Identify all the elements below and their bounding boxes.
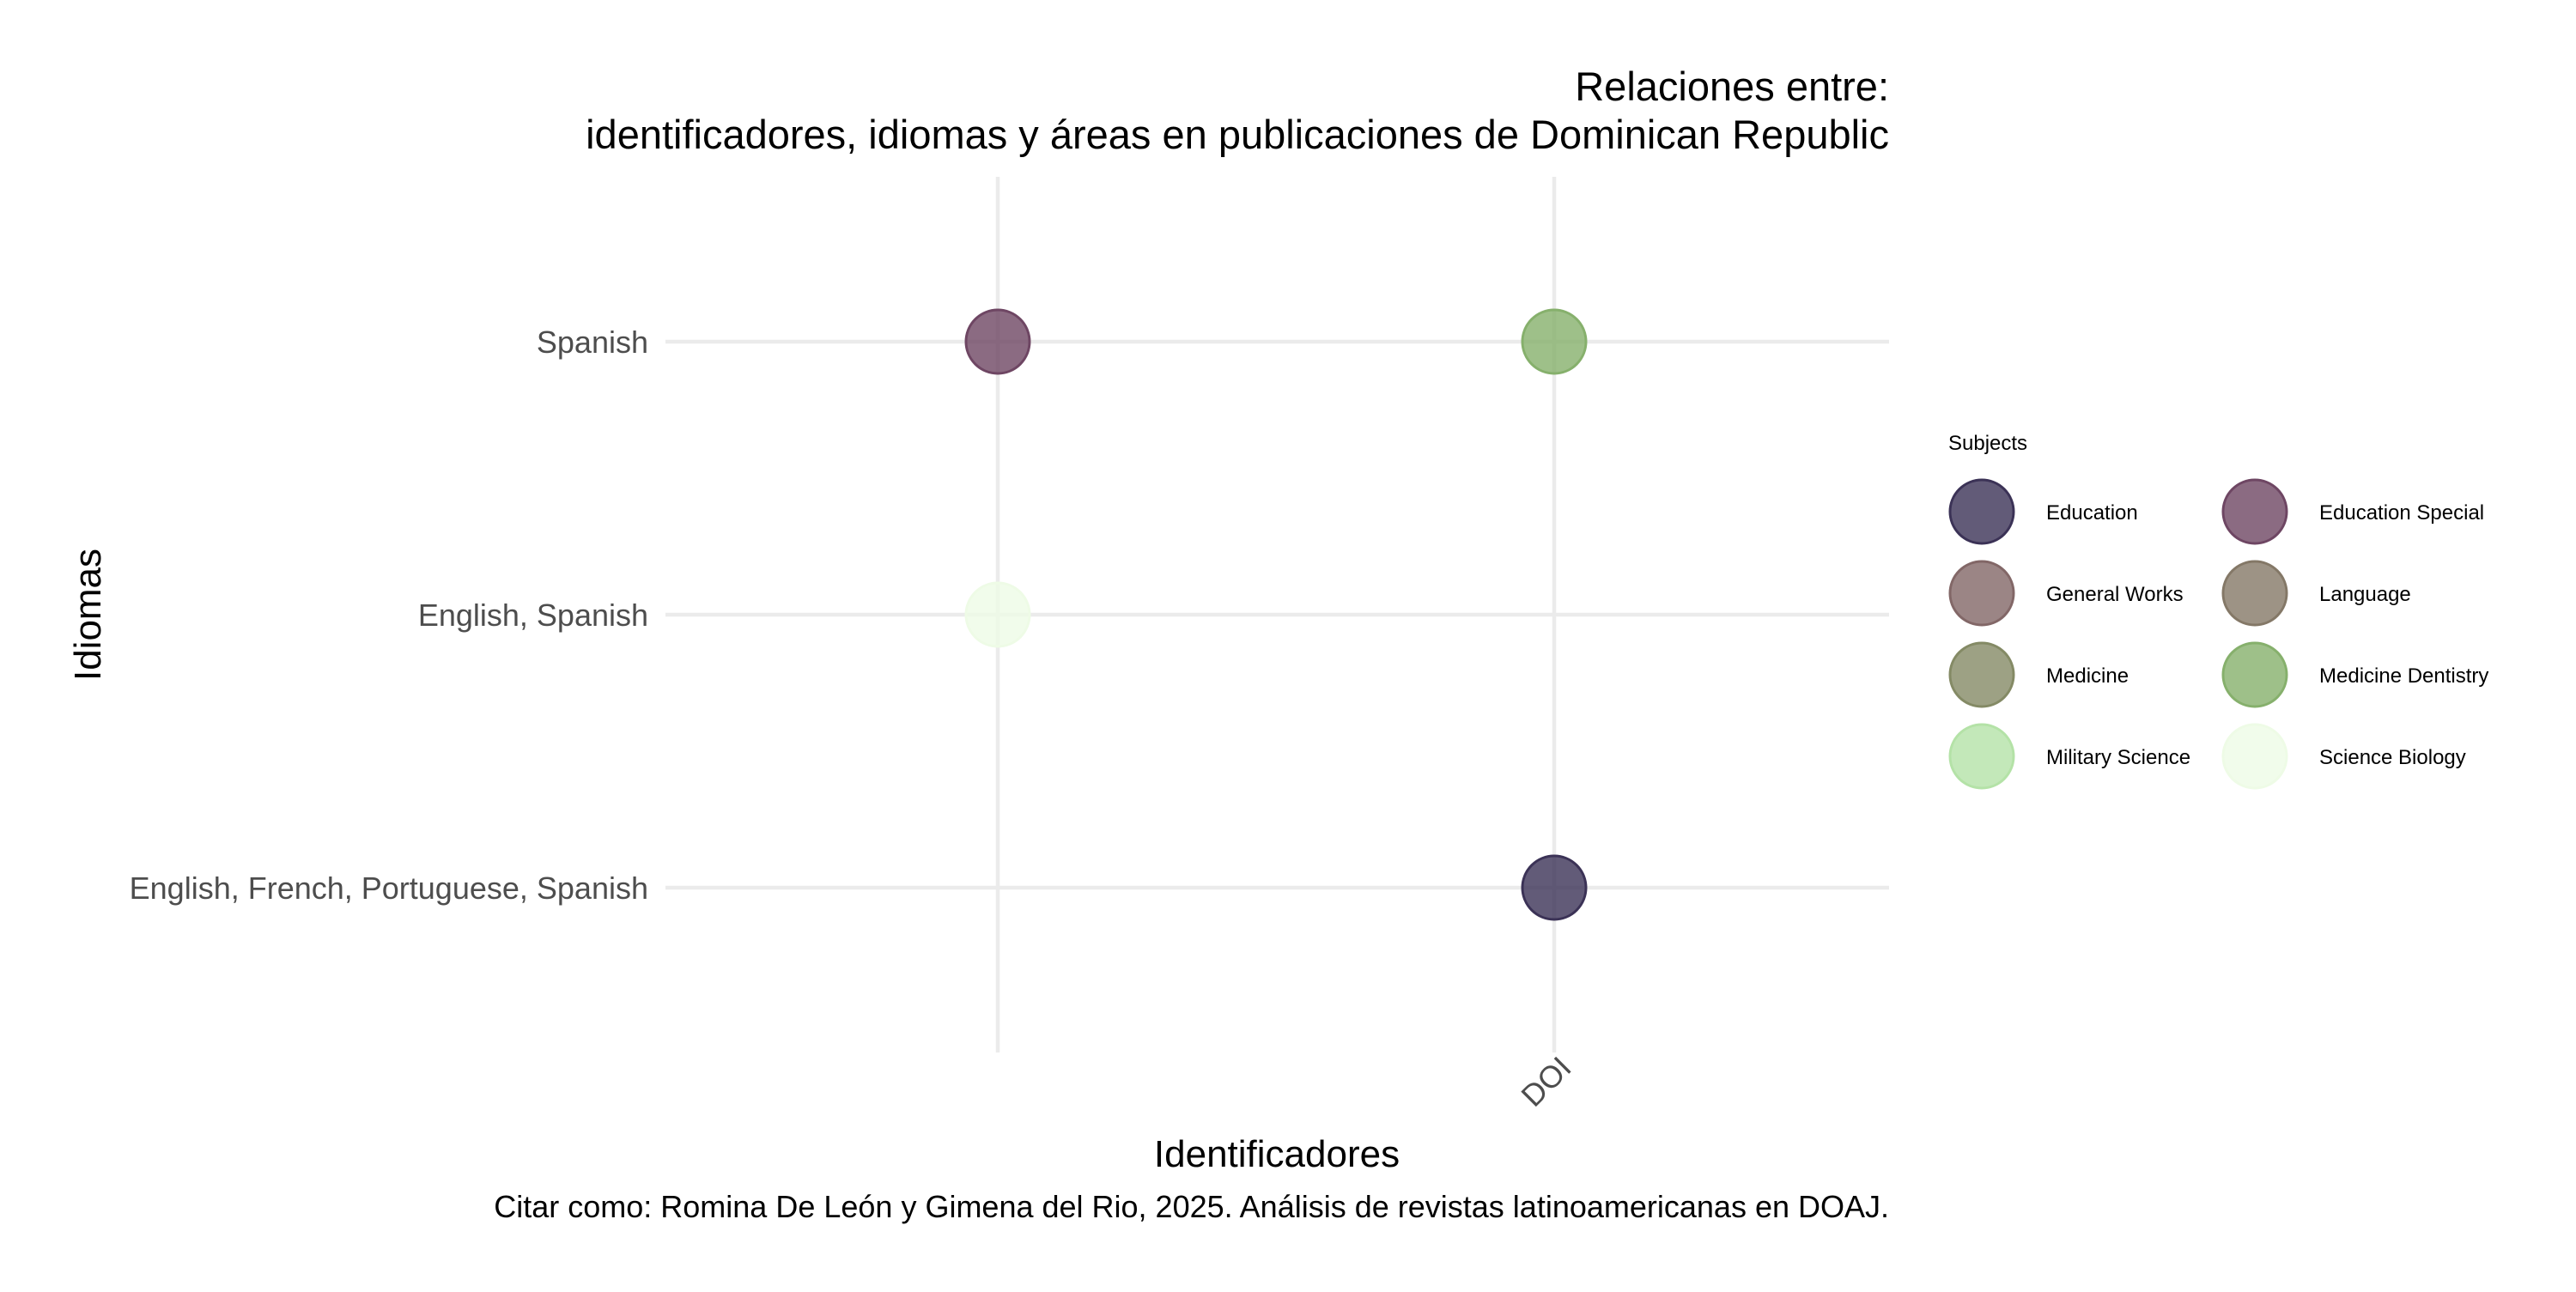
y-tick-label-spanish: Spanish — [537, 325, 648, 360]
y-tick-label-english-french-portuguese-spanish: English, French, Portuguese, Spanish — [130, 870, 648, 906]
legend-label-language: Language — [2319, 583, 2411, 606]
legend: Subjects Education Education Special Gener… — [1948, 432, 2488, 790]
chart-title: Relaciones entre: — [1575, 64, 1889, 109]
legend-key-medicine-dentistry — [2221, 641, 2288, 708]
point-education-special-0 — [964, 308, 1031, 375]
legend-label-medicine: Medicine — [2046, 664, 2129, 688]
y-tick-labels: English, French, Portuguese, Spanish Engl… — [130, 325, 648, 906]
legend-label-education: Education — [2046, 501, 2138, 525]
y-tick-label-english-spanish: English, Spanish — [418, 597, 648, 633]
y-axis-title: Idiomas — [67, 549, 109, 681]
x-axis-title: Identificadores — [1154, 1133, 1400, 1175]
legend-label-medicine-dentistry: Medicine Dentistry — [2319, 664, 2488, 688]
legend-key-education-special — [2221, 478, 2288, 545]
legend-key-general-works — [1948, 560, 2015, 627]
legend-title: Subjects — [1948, 432, 2027, 455]
legend-key-medicine — [1948, 641, 2015, 708]
legend-label-science-biology: Science Biology — [2319, 746, 2466, 769]
legend-key-military-science — [1948, 723, 2015, 790]
data-points — [964, 308, 1588, 921]
point-science-biology-2 — [964, 581, 1031, 648]
legend-label-education-special: Education Special — [2319, 501, 2484, 525]
legend-key-science-biology — [2221, 723, 2288, 790]
chart-subtitle: identificadores, idiomas y áreas en publ… — [586, 112, 1889, 157]
point-education-3 — [1521, 854, 1588, 921]
chart-caption: Citar como: Romina De León y Gimena del … — [494, 1189, 1889, 1224]
legend-label-military-science: Military Science — [2046, 746, 2190, 769]
legend-label-general-works: General Works — [2046, 583, 2184, 606]
legend-key-language — [2221, 560, 2288, 627]
legend-key-education — [1948, 478, 2015, 545]
point-medicine-dentistry-1 — [1521, 308, 1588, 375]
